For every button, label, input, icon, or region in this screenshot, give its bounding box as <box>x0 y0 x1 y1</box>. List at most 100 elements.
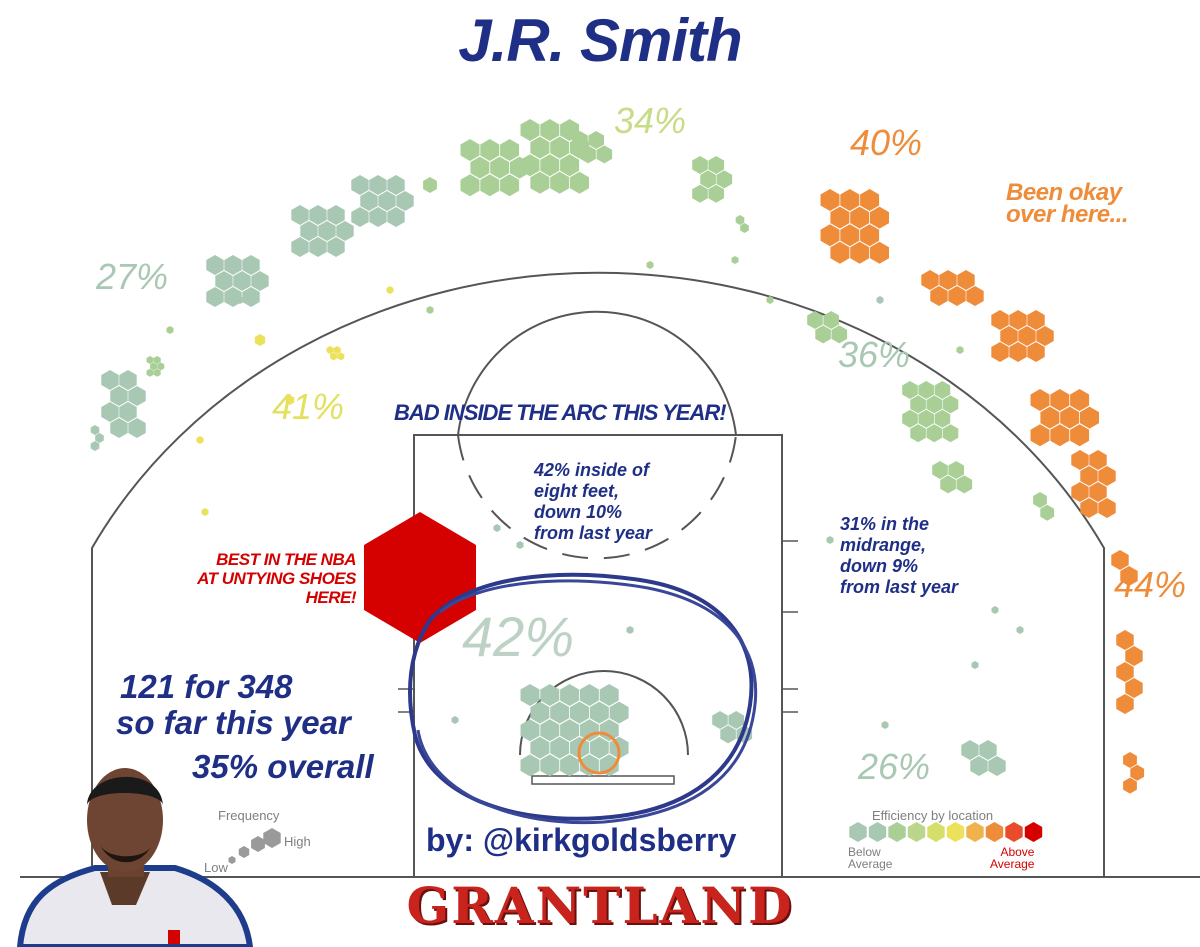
shot-hex <box>970 756 988 776</box>
brand-logo: GRANTLAND <box>406 876 794 935</box>
legend-efficiency-hex <box>966 822 984 842</box>
shot-hex <box>550 736 570 759</box>
restricted-arc <box>519 670 689 756</box>
shot-hex <box>1060 406 1080 429</box>
shot-hex <box>369 207 387 227</box>
shot-hex <box>926 395 943 414</box>
shot-hex <box>460 174 480 197</box>
legend-efficiency-hex <box>868 822 887 842</box>
legend-efficiency-hex <box>1024 822 1043 842</box>
shot-hex <box>966 286 984 306</box>
shot-hex <box>530 171 550 194</box>
shot-hex <box>740 223 749 233</box>
legend-frequency-title: Frequency <box>218 808 280 823</box>
note-arc-headline: BAD INSIDE THE ARC THIS YEAR! <box>394 400 727 425</box>
shot-hex <box>830 241 850 264</box>
shot-hex <box>1071 450 1089 470</box>
totals-period: so far this year <box>116 704 351 741</box>
shot-hex <box>579 719 599 742</box>
legend-efficiency-hex <box>927 822 945 842</box>
label-right-corner-three: 44% <box>1114 564 1187 605</box>
shot-hex <box>991 310 1009 330</box>
shot-hex <box>153 368 161 377</box>
shot-hex <box>157 362 165 371</box>
shot-hex <box>599 719 619 742</box>
shot-hex <box>153 356 161 364</box>
shot-hex <box>95 433 104 443</box>
shot-hex <box>1070 424 1090 447</box>
note-shoes: BEST IN THE NBA AT UNTYING SHOES HERE! <box>197 550 356 607</box>
shot-hex <box>530 701 550 724</box>
shot-dot <box>451 716 459 724</box>
shot-hex <box>1089 482 1107 502</box>
shot-hex <box>480 174 500 197</box>
shot-hex <box>520 754 540 777</box>
legend-efficiency-hex <box>985 822 1004 842</box>
red-hex-marker <box>364 512 476 643</box>
shot-dot <box>196 436 204 444</box>
shot-hex <box>351 175 369 195</box>
shot-hex <box>520 719 540 742</box>
shot-hex <box>530 736 550 759</box>
shot-hex <box>910 395 926 414</box>
shot-hex <box>101 402 119 422</box>
shot-hex <box>823 311 839 329</box>
shot-dot <box>201 508 209 516</box>
shot-dot <box>516 541 524 549</box>
shot-hex <box>540 154 560 177</box>
shot-hex <box>460 139 480 161</box>
shot-hex <box>206 287 224 307</box>
shot-hex <box>110 386 128 406</box>
shot-hex <box>360 191 378 211</box>
shot-hex <box>396 191 414 211</box>
shot-hex <box>1123 752 1137 768</box>
shot-hex <box>1120 566 1138 586</box>
shot-hex <box>540 684 560 706</box>
shot-hex <box>1030 424 1050 447</box>
shot-hex <box>128 386 146 406</box>
player-photo <box>16 768 254 947</box>
shot-hex <box>910 424 926 443</box>
shot-dot <box>386 286 394 294</box>
shot-hex <box>957 270 975 290</box>
note-right-wing: Been okay over here... <box>1006 179 1129 228</box>
shot-hex <box>128 418 146 438</box>
shot-hex <box>902 409 918 428</box>
shot-hex <box>540 119 560 141</box>
highlight-circle <box>408 572 754 821</box>
shot-hex <box>570 171 589 194</box>
shot-hex <box>101 370 119 390</box>
legend-frequency-high: High <box>284 834 311 849</box>
shot-hex <box>589 701 609 724</box>
shot-hex <box>550 171 570 194</box>
shot-hexagons <box>90 119 1145 794</box>
shot-hex <box>609 701 629 724</box>
shot-hex <box>233 271 251 291</box>
shot-hex <box>728 711 744 729</box>
shot-hex <box>902 381 918 399</box>
legend-efficiency-high: Above Average <box>990 845 1035 871</box>
free-throw-circle-top <box>457 310 737 436</box>
shot-hex <box>860 189 880 211</box>
shot-hex <box>712 711 728 729</box>
shot-hex <box>700 170 716 189</box>
shot-hex <box>1116 630 1134 650</box>
shot-hex <box>387 207 405 227</box>
shot-hex <box>326 346 334 354</box>
free-throw-circle-bottom <box>457 434 737 560</box>
legend-efficiency-hex <box>888 822 906 842</box>
shot-hex <box>500 139 520 161</box>
label-right-wing-three: 40% <box>850 122 923 163</box>
shot-dot <box>626 626 634 634</box>
shot-hex <box>387 175 405 195</box>
shot-hex <box>378 191 396 211</box>
shot-dot <box>236 296 244 304</box>
shot-hex <box>550 136 570 159</box>
frequency-legend-hexes <box>228 828 281 864</box>
shot-hex <box>520 684 540 706</box>
shot-hex <box>599 684 619 706</box>
shot-hex <box>948 461 964 479</box>
chart-title: J.R. Smith <box>458 7 742 74</box>
shot-hex <box>337 352 345 361</box>
shot-hex <box>840 224 860 247</box>
